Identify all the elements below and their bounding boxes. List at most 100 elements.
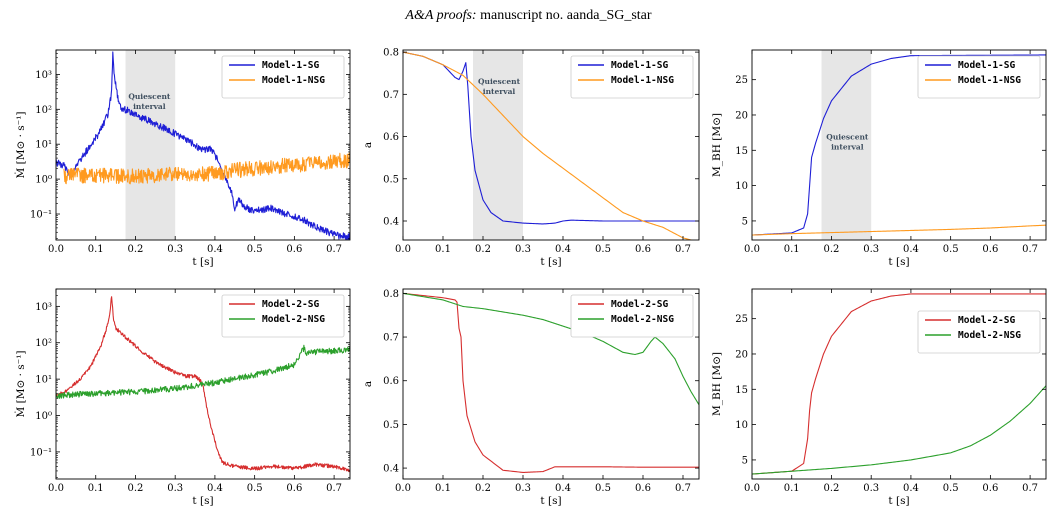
x-tick-label: 0.5 bbox=[595, 483, 611, 494]
x-tick-label: 0.2 bbox=[128, 244, 144, 255]
x-tick-label: 0.1 bbox=[88, 244, 104, 255]
legend-label: Model-1-NSG bbox=[262, 75, 325, 86]
y-tick-label: 10⁻¹ bbox=[30, 210, 52, 221]
page-header: A&A proofs: manuscript no. aanda_SG_star bbox=[0, 8, 1057, 24]
plot-frame bbox=[55, 288, 351, 480]
y-tick-label: 0.8 bbox=[383, 48, 399, 59]
legend-box bbox=[917, 55, 1041, 99]
x-tick-label: 0.2 bbox=[824, 244, 840, 255]
annotation-text: interval bbox=[831, 143, 864, 152]
legend: Model-2-SG Model-2-NSG bbox=[570, 294, 694, 338]
plot-frame bbox=[55, 49, 351, 241]
legend-label: Model-2-SG bbox=[611, 299, 668, 310]
legend-label: Model-1-SG bbox=[262, 60, 319, 71]
series-line-Model-1-NSG bbox=[403, 51, 694, 240]
header-journal: A&A proofs: bbox=[405, 8, 477, 23]
y-tick-label: 10³ bbox=[35, 302, 52, 313]
series-line-Model-1-SG bbox=[752, 54, 1046, 236]
x-tick-label: 0.3 bbox=[167, 483, 183, 494]
series-line-Model-2-NSG bbox=[403, 292, 699, 406]
y-tick-label: 25 bbox=[735, 75, 748, 86]
x-tick-label: 0.0 bbox=[48, 244, 64, 255]
legend-label: Model-2-SG bbox=[262, 299, 319, 310]
x-tick-label: 0.7 bbox=[1022, 244, 1038, 255]
x-tick-label: 0.2 bbox=[824, 483, 840, 494]
x-tick-label: 0.0 bbox=[395, 244, 411, 255]
y-tick-label: 10⁰ bbox=[35, 175, 52, 186]
plot-frame bbox=[402, 288, 700, 480]
y-tick-label: 25 bbox=[735, 314, 748, 325]
legend: Model-2-SG Model-2-NSG bbox=[917, 310, 1041, 354]
annotation-text: Quiescent bbox=[128, 92, 171, 101]
series-line-Model-1-NSG bbox=[63, 152, 350, 185]
y-tick-label: 20 bbox=[735, 110, 748, 121]
series-line-Model-2-NSG bbox=[752, 385, 1046, 475]
y-tick-label: 10⁰ bbox=[35, 411, 52, 422]
x-tick-label: 0.6 bbox=[982, 244, 998, 255]
y-tick-label: 10² bbox=[35, 338, 52, 349]
quiescent-band bbox=[125, 50, 176, 240]
x-tick-label: 0.2 bbox=[475, 244, 491, 255]
x-tick-label: 0.2 bbox=[475, 483, 491, 494]
x-tick-label: 0.0 bbox=[744, 483, 760, 494]
x-tick-label: 0.6 bbox=[286, 483, 302, 494]
x-axis-label: t [s] bbox=[888, 495, 909, 507]
y-tick-label: 0.8 bbox=[383, 289, 399, 300]
x-tick-label: 0.6 bbox=[982, 483, 998, 494]
x-tick-label: 0.1 bbox=[784, 483, 800, 494]
y-axis-label: M_BH [M⊙] bbox=[711, 352, 723, 416]
y-tick-label: 20 bbox=[735, 349, 748, 360]
y-tick-label: 10² bbox=[35, 105, 52, 116]
annotation-text: interval bbox=[483, 87, 516, 96]
chart-a-m2: 0.0 0.1 0.2 0.3 0.4 0.5 0.6 0.7 0.4 0.5 0.6 0.7 0.8 t… bbox=[362, 288, 700, 507]
x-tick-label: 0.5 bbox=[943, 244, 959, 255]
x-tick-label: 0.7 bbox=[326, 244, 342, 255]
y-tick-label: 10¹ bbox=[35, 140, 52, 151]
x-tick-label: 0.1 bbox=[435, 244, 451, 255]
x-tick-label: 0.7 bbox=[675, 244, 691, 255]
x-tick-label: 0.4 bbox=[903, 244, 919, 255]
x-tick-label: 0.5 bbox=[595, 244, 611, 255]
y-tick-label: 0.7 bbox=[383, 333, 399, 344]
y-tick-label: 0.6 bbox=[383, 376, 399, 387]
x-axis-label: t [s] bbox=[540, 256, 561, 268]
legend-box bbox=[917, 310, 1041, 354]
x-tick-label: 0.4 bbox=[555, 483, 571, 494]
y-tick-label: 0.5 bbox=[383, 420, 399, 431]
x-tick-label: 0.1 bbox=[88, 483, 104, 494]
y-tick-label: 10 bbox=[735, 420, 748, 431]
legend-label: Model-1-SG bbox=[958, 60, 1015, 71]
series-line-Model-1-SG bbox=[56, 51, 350, 240]
y-tick-label: 10 bbox=[735, 181, 748, 192]
plot-frame bbox=[751, 288, 1047, 480]
x-tick-label: 0.6 bbox=[635, 483, 651, 494]
legend: Model-2-SG Model-2-NSG bbox=[221, 294, 345, 338]
annotation-text: interval bbox=[133, 102, 166, 111]
legend-label: Model-1-SG bbox=[611, 60, 668, 71]
legend: Model-1-SG Model-1-NSG bbox=[221, 55, 345, 99]
x-tick-label: 0.5 bbox=[247, 244, 263, 255]
legend-box bbox=[570, 55, 694, 99]
x-tick-label: 0.4 bbox=[903, 483, 919, 494]
series-line-Model-1-NSG bbox=[752, 224, 1046, 236]
y-tick-label: 10³ bbox=[35, 70, 52, 81]
x-tick-label: 0.0 bbox=[395, 483, 411, 494]
legend-label: Model-1-NSG bbox=[611, 75, 674, 86]
x-tick-label: 0.3 bbox=[863, 483, 879, 494]
y-axis-label: a bbox=[362, 381, 374, 387]
legend-label: Model-1-NSG bbox=[958, 75, 1021, 86]
legend-label: Model-2-NSG bbox=[262, 314, 325, 325]
legend: Model-1-SG Model-1-NSG bbox=[570, 55, 694, 99]
x-tick-label: 0.7 bbox=[675, 483, 691, 494]
y-tick-label: 15 bbox=[735, 146, 748, 157]
series-line-Model-1-SG bbox=[403, 51, 699, 225]
y-tick-label: 5 bbox=[742, 455, 748, 466]
legend-box bbox=[221, 55, 345, 99]
x-tick-label: 0.2 bbox=[128, 483, 144, 494]
plot-frame bbox=[402, 49, 700, 241]
x-axis-label: t [s] bbox=[888, 256, 909, 268]
y-tick-label: 15 bbox=[735, 385, 748, 396]
